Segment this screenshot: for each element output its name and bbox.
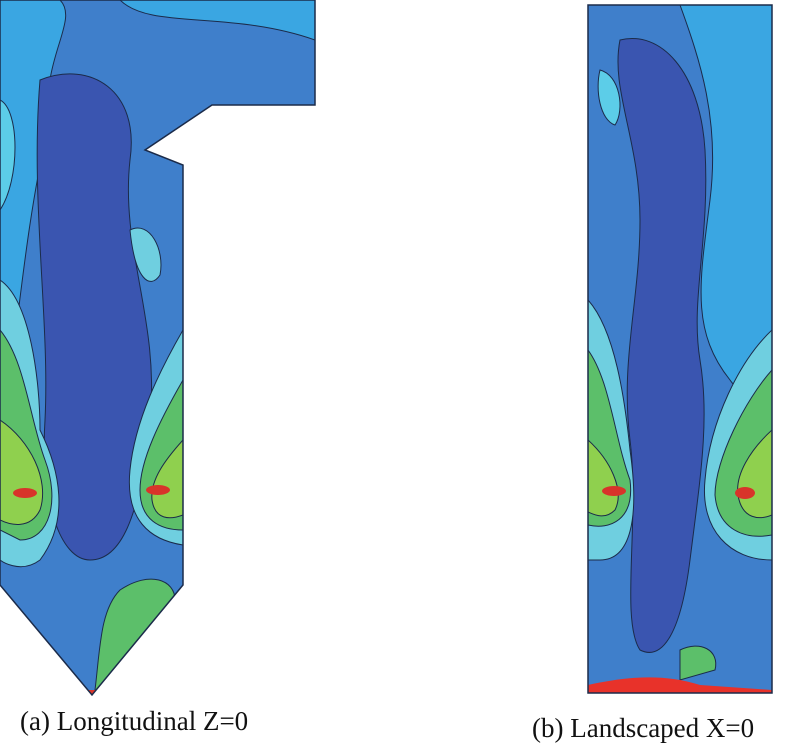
outline-a [0,0,316,697]
caption-b: (b) Landscaped X=0 [532,713,754,743]
caption-a: (a) Longitudinal Z=0 [20,706,248,736]
outline-b [587,4,773,694]
contour-plot-b [588,5,772,693]
